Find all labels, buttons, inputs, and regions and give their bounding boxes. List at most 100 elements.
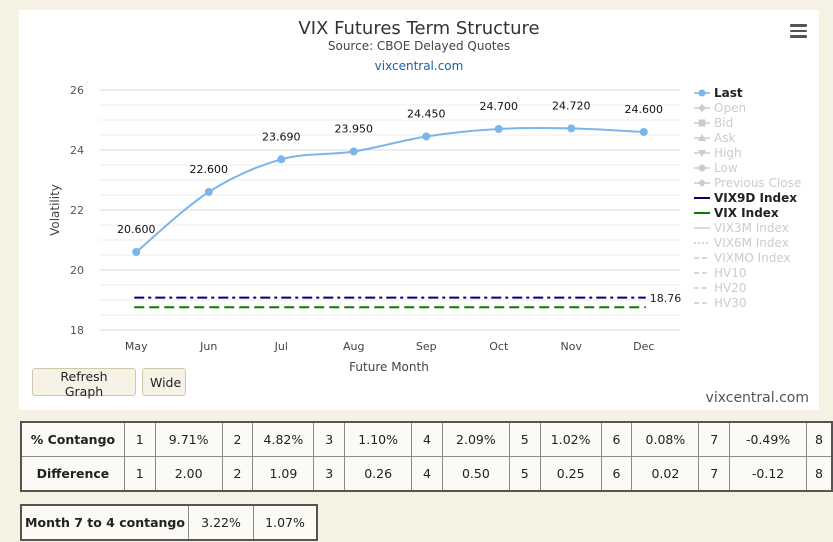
legend-item-label[interactable]: VIX Index xyxy=(714,206,779,220)
x-axis-title: Future Month xyxy=(349,360,429,374)
chart-panel: VIX Futures Term Structure Source: CBOE D… xyxy=(19,10,819,410)
x-tick-label: Jul xyxy=(274,340,288,353)
month-index-cell: 5 xyxy=(508,456,541,492)
value-cell: -0.12 xyxy=(729,456,808,492)
data-label: 24.450 xyxy=(407,108,446,121)
refresh-graph-button[interactable]: Refresh Graph xyxy=(32,368,136,399)
y-tick-label: 22 xyxy=(70,204,84,217)
value-cell: 2.00 xyxy=(154,456,223,492)
y-tick-label: 20 xyxy=(70,264,84,277)
legend-item-label[interactable]: Ask xyxy=(714,131,735,145)
data-point xyxy=(277,155,286,164)
chart-subtitle: Source: CBOE Delayed Quotes xyxy=(328,39,510,53)
month-index-cell: 4 xyxy=(411,421,443,457)
month-index-cell: 3 xyxy=(313,456,346,492)
legend-item-label[interactable]: Open xyxy=(714,101,746,115)
contango-stats-table: % Contango 1 9.71% 2 4.82% 3 1.10% 4 2.09% 5 1.02%… xyxy=(20,421,833,492)
month74-value: 3.22% xyxy=(188,504,254,541)
value-cell: 4.82% xyxy=(252,421,315,457)
row-label: Difference xyxy=(20,456,125,492)
legend-marker xyxy=(698,134,706,141)
wide-button[interactable]: Wide xyxy=(142,368,186,396)
table-row: Month 7 to 4 contango 3.22% 1.07% xyxy=(20,504,318,541)
y-tick-label: 18 xyxy=(70,324,84,337)
x-tick-label: May xyxy=(125,340,148,353)
data-point xyxy=(422,132,431,141)
legend-item-label[interactable]: Low xyxy=(714,161,738,175)
value-cell: -0.49% xyxy=(729,421,808,457)
data-label: 20.600 xyxy=(117,223,156,236)
value-cell: 1.10% xyxy=(344,421,413,457)
data-label: 24.700 xyxy=(480,100,519,113)
legend-item-label[interactable]: Bid xyxy=(714,116,733,130)
value-cell: 2.09% xyxy=(441,421,510,457)
data-point xyxy=(349,147,358,156)
y-axis-title: Volatility xyxy=(48,184,62,236)
data-label: 22.600 xyxy=(190,163,229,176)
month-index-cell: 8 xyxy=(806,456,833,492)
legend-marker xyxy=(698,119,706,127)
legend-item-label[interactable]: VIX9D Index xyxy=(714,191,797,205)
value-cell: 0.08% xyxy=(631,421,700,457)
data-label: 23.950 xyxy=(335,123,374,136)
watermark: vixcentral.com xyxy=(705,390,809,406)
y-tick-label: 26 xyxy=(70,84,84,97)
legend-item-label[interactable]: VIX6M Index xyxy=(714,236,789,250)
row-label: % Contango xyxy=(20,421,125,457)
legend-marker xyxy=(698,164,706,172)
value-cell: 1.02% xyxy=(539,421,602,457)
month-index-cell: 7 xyxy=(698,456,731,492)
month-index-cell: 3 xyxy=(313,421,346,457)
x-tick-label: Sep xyxy=(416,340,437,353)
legend-item-label[interactable]: HV10 xyxy=(714,266,747,280)
y-tick-label: 24 xyxy=(70,144,84,157)
data-point xyxy=(639,128,648,136)
month-index-cell: 6 xyxy=(600,421,633,457)
table-row: Difference 1 2.00 2 1.09 3 0.26 4 0.50 5 0.25 6 0.02… xyxy=(20,456,833,492)
legend-item-label[interactable]: High xyxy=(714,146,742,160)
data-label: 23.690 xyxy=(262,130,301,143)
month74-label: Month 7 to 4 contango xyxy=(20,504,189,541)
data-point xyxy=(132,248,141,256)
value-cell: 0.50 xyxy=(441,456,510,492)
month-index-cell: 7 xyxy=(698,421,731,457)
data-label: 24.720 xyxy=(552,99,591,112)
reference-line-label: 18.76 xyxy=(650,292,682,305)
table-row: % Contango 1 9.71% 2 4.82% 3 1.10% 4 2.09% 5 1.02%… xyxy=(20,421,833,457)
legend-item-label[interactable]: Previous Close xyxy=(714,176,801,190)
legend-item-label[interactable]: Last xyxy=(714,86,743,100)
x-tick-label: Jun xyxy=(199,340,217,353)
month-index-cell: 6 xyxy=(600,456,633,492)
value-cell: 0.02 xyxy=(631,456,700,492)
hamburger-menu-icon[interactable] xyxy=(790,24,807,38)
x-tick-label: Nov xyxy=(561,340,583,353)
month-index-cell: 2 xyxy=(221,456,254,492)
value-cell: 0.25 xyxy=(539,456,602,492)
month-index-cell: 5 xyxy=(508,421,541,457)
data-point xyxy=(204,188,213,196)
value-cell: 1.09 xyxy=(252,456,315,492)
data-label: 24.600 xyxy=(625,103,664,116)
month74-value: 1.07% xyxy=(253,504,318,541)
value-cell: 0.26 xyxy=(344,456,413,492)
legend-marker xyxy=(698,150,706,157)
chart-subtitle-link: vixcentral.com xyxy=(375,59,464,73)
x-tick-label: Aug xyxy=(343,340,364,353)
legend-item-label[interactable]: HV30 xyxy=(714,296,747,310)
value-cell: 9.71% xyxy=(154,421,223,457)
legend-item-label[interactable]: HV20 xyxy=(714,281,747,295)
series-line-last xyxy=(135,127,644,253)
month-index-cell: 8 xyxy=(806,421,833,457)
month-index-cell: 1 xyxy=(123,456,156,492)
data-point xyxy=(567,124,576,133)
legend-marker xyxy=(698,179,706,187)
chart-title: VIX Futures Term Structure xyxy=(298,18,539,39)
legend-item-label[interactable]: VIX3M Index xyxy=(714,221,789,235)
month-index-cell: 4 xyxy=(411,456,443,492)
month-index-cell: 1 xyxy=(123,421,156,457)
month-7-to-4-table: Month 7 to 4 contango 3.22% 1.07% xyxy=(20,504,318,541)
data-point xyxy=(494,125,503,133)
legend-marker xyxy=(698,89,706,97)
legend-item-label[interactable]: VIXMO Index xyxy=(714,251,791,265)
